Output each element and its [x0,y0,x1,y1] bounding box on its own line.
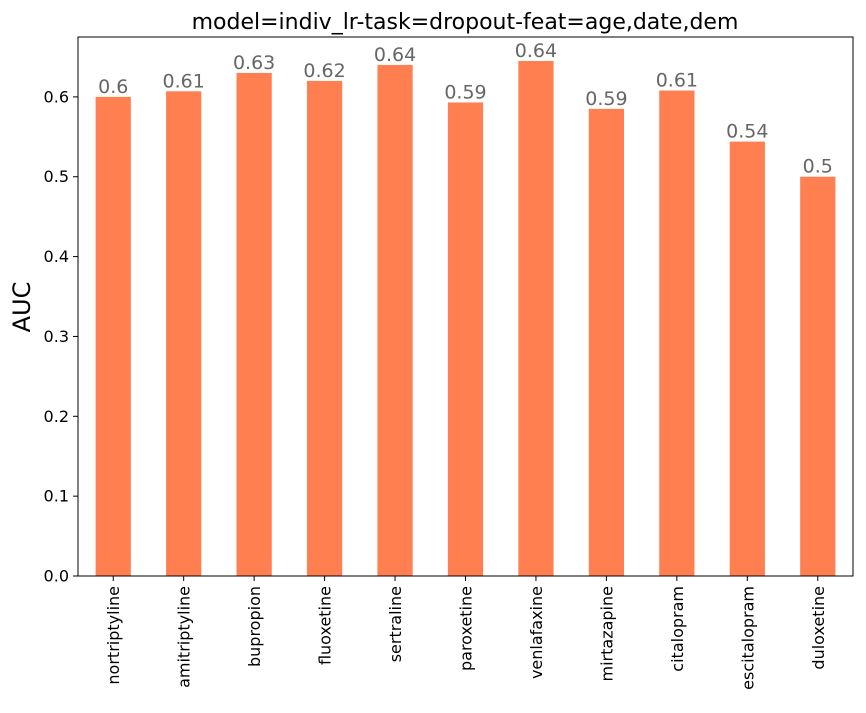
bars-group [95,60,836,577]
y-tick-label: 0.1 [44,487,69,506]
data-label-amitriptyline: 0.61 [163,70,205,92]
bar-mirtazapine [588,108,625,576]
x-tick-label-nortriptyline: nortriptyline [104,586,123,685]
y-tick-label: 0.5 [44,167,69,186]
bar-fluoxetine [306,80,343,576]
bar-sertraline [377,64,413,576]
y-tick-label: 0.4 [44,247,69,266]
data-label-citalopram: 0.61 [656,70,698,92]
data-label-duloxetine: 0.5 [803,156,833,178]
y-axis-label: AUC [8,282,36,333]
bar-amitriptyline [166,91,202,577]
data-label-escitalopram: 0.54 [726,121,768,143]
data-label-fluoxetine: 0.62 [303,60,345,82]
bar-nortriptyline [95,96,131,576]
bar-duloxetine [800,176,836,577]
data-labels-group: 0.6 0.61 0.63 0.62 0.64 0.59 0.64 0.59 0.61 0.54 0… [98,40,833,178]
bar-citalopram [659,90,695,577]
bar-bupropion [236,72,272,576]
bar-escitalopram [729,141,765,576]
x-tick-label-duloxetine: duloxetine [809,586,828,670]
y-tick-label: 0.3 [44,327,69,346]
data-label-venlafaxine: 0.64 [515,40,557,62]
x-tick-label-fluoxetine: fluoxetine [316,586,335,665]
x-tick-label-bupropion: bupropion [245,586,264,667]
chart-title: model=indiv_lr-task=dropout-feat=age,dat… [192,10,739,35]
y-axis-ticks: 0.0 0.1 0.2 0.3 0.4 0.5 0.6 [44,87,78,586]
x-tick-label-venlafaxine: venlafaxine [527,586,546,679]
y-tick-label: 0.6 [44,87,69,106]
bar-paroxetine [447,102,484,576]
x-tick-label-paroxetine: paroxetine [457,586,476,671]
x-tick-label-escitalopram: escitalopram [738,586,757,690]
data-label-sertraline: 0.64 [374,44,416,66]
x-tick-label-amitriptyline: amitriptyline [175,586,194,688]
bar-venlafaxine [518,60,554,576]
plot-area-frame [77,36,854,577]
data-label-nortriptyline: 0.6 [98,76,128,98]
x-axis-ticks: nortriptyline amitriptyline bupropion fluox… [104,576,828,690]
x-tick-label-mirtazapine: mirtazapine [597,586,616,681]
x-tick-label-citalopram: citalopram [668,586,687,672]
y-tick-label: 0.0 [44,567,69,586]
data-label-paroxetine: 0.59 [444,81,486,103]
y-tick-label: 0.2 [44,407,69,426]
data-label-mirtazapine: 0.59 [585,88,627,110]
x-tick-label-sertraline: sertraline [386,586,405,662]
data-label-bupropion: 0.63 [233,52,275,74]
